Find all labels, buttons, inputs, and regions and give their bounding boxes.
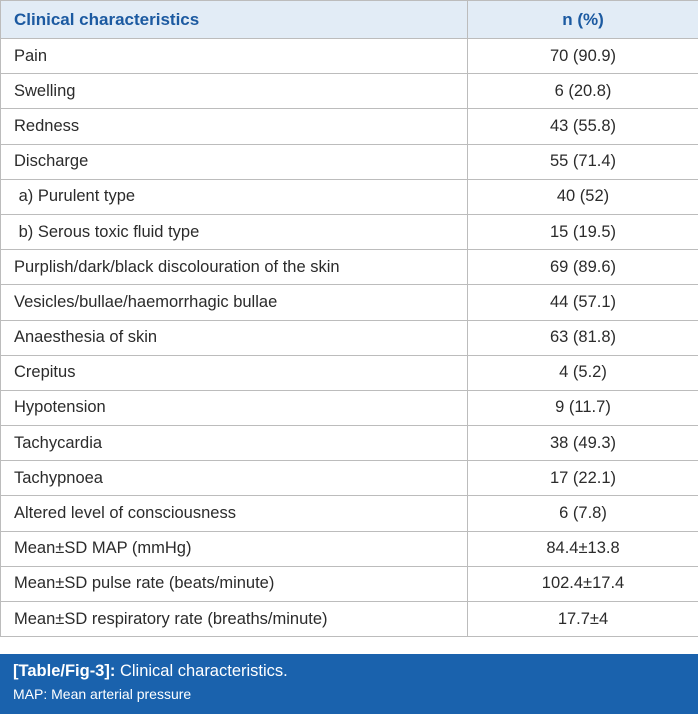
row-label: a) Purulent type — [0, 178, 468, 215]
row-value: 4 (5.2) — [467, 354, 698, 391]
row-value: 6 (20.8) — [467, 73, 698, 110]
caption-note: MAP: Mean arterial pressure — [13, 686, 192, 702]
row-label: Mean±SD respiratory rate (breaths/minute… — [0, 600, 468, 638]
row-label: Mean±SD MAP (mmHg) — [0, 530, 468, 567]
table-row: Discharge 55 (71.4) — [0, 143, 698, 180]
row-label: b) Serous toxic fluid type — [0, 213, 468, 251]
row-label: Mean±SD pulse rate (beats/minute) — [0, 565, 468, 603]
row-label: Purplish/dark/black discolouration of th… — [0, 249, 468, 286]
table-row: Mean±SD pulse rate (beats/minute) 102.4±1… — [0, 565, 698, 603]
row-label: Discharge — [0, 143, 468, 180]
table-row: Hypotension 9 (11.7) — [0, 389, 698, 427]
table-row: Swelling 6 (20.8) — [0, 73, 698, 110]
table-row: Mean±SD MAP (mmHg) 84.4±13.8 — [0, 530, 698, 567]
row-label: Anaesthesia of skin — [0, 319, 468, 356]
table-caption: [Table/Fig-3]: Clinical characteristics.… — [0, 654, 698, 714]
table-row: Mean±SD respiratory rate (breaths/minute… — [0, 600, 698, 638]
row-value: 69 (89.6) — [467, 249, 698, 286]
table-row: Vesicles/bullae/haemorrhagic bullae 44 (5… — [0, 284, 698, 321]
table-row: Redness 43 (55.8) — [0, 108, 698, 145]
row-value: 43 (55.8) — [467, 108, 698, 145]
row-label: Crepitus — [0, 354, 468, 391]
row-label: Tachypnoea — [0, 460, 468, 497]
row-label: Swelling — [0, 73, 468, 110]
row-value: 6 (7.8) — [467, 495, 698, 532]
row-value: 17 (22.1) — [467, 460, 698, 497]
table-row: Pain 70 (90.9) — [0, 37, 698, 75]
clinical-characteristics-table: Clinical characteristics n (%) Pain 70 (9… — [0, 0, 698, 638]
row-value: 63 (81.8) — [467, 319, 698, 356]
row-label: Pain — [0, 37, 468, 75]
row-value: 70 (90.9) — [467, 37, 698, 75]
row-label: Redness — [0, 108, 468, 145]
row-value: 44 (57.1) — [467, 284, 698, 321]
caption-title: Clinical characteristics. — [115, 662, 288, 680]
caption-label: [Table/Fig-3]: — [13, 662, 116, 680]
table-row: a) Purulent type 40 (52) — [0, 178, 698, 215]
table-header-row: Clinical characteristics n (%) — [0, 0, 698, 39]
header-n-percent: n (%) — [467, 0, 698, 39]
row-value: 9 (11.7) — [467, 389, 698, 427]
row-value: 15 (19.5) — [467, 213, 698, 251]
table-row: Tachypnoea 17 (22.1) — [0, 460, 698, 497]
row-value: 102.4±17.4 — [467, 565, 698, 603]
row-value: 55 (71.4) — [467, 143, 698, 180]
table-row: Altered level of consciousness 6 (7.8) — [0, 495, 698, 532]
table-row: Anaesthesia of skin 63 (81.8) — [0, 319, 698, 356]
row-value: 84.4±13.8 — [467, 530, 698, 567]
row-label: Tachycardia — [0, 425, 468, 462]
table-row: Purplish/dark/black discolouration of th… — [0, 249, 698, 286]
table-row: Tachycardia 38 (49.3) — [0, 425, 698, 462]
row-label: Altered level of consciousness — [0, 495, 468, 532]
row-label: Vesicles/bullae/haemorrhagic bullae — [0, 284, 468, 321]
row-label: Hypotension — [0, 389, 468, 427]
table-row: b) Serous toxic fluid type 15 (19.5) — [0, 213, 698, 251]
table-row: Crepitus 4 (5.2) — [0, 354, 698, 391]
header-characteristic: Clinical characteristics — [0, 0, 468, 39]
row-value: 17.7±4 — [467, 600, 698, 638]
row-value: 38 (49.3) — [467, 425, 698, 462]
row-value: 40 (52) — [467, 178, 698, 215]
caption-title-line: [Table/Fig-3]: Clinical characteristics. — [13, 660, 698, 682]
